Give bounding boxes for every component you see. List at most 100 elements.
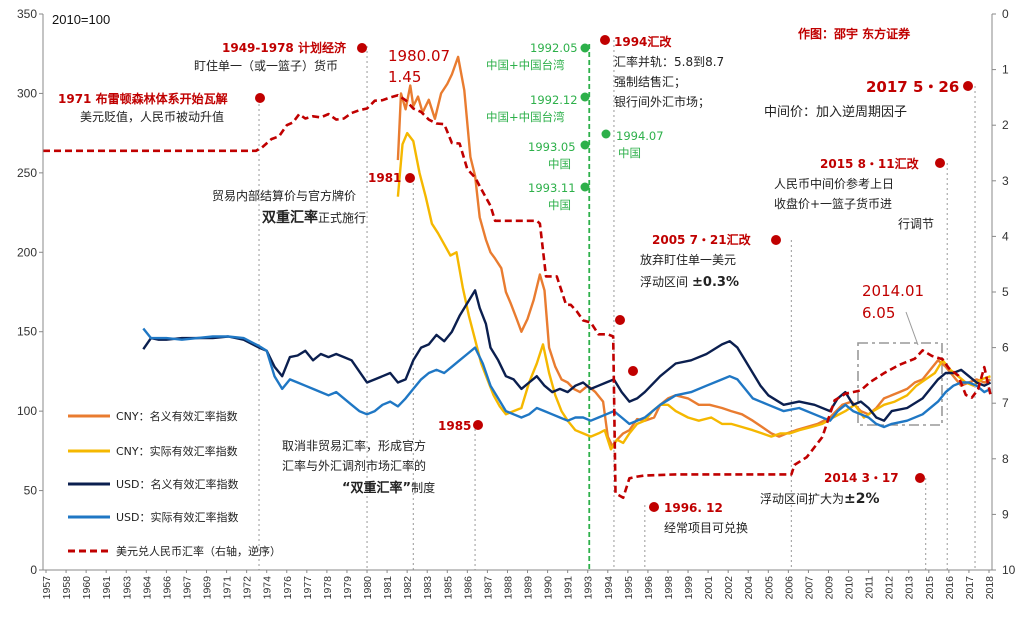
x-tick-label: 1978 (322, 576, 334, 600)
event-1971-marker (255, 93, 265, 103)
y-left-tick-label: 200 (17, 245, 37, 259)
y-left-tick-label: 50 (24, 484, 38, 498)
y-left-tick-label: 300 (17, 86, 37, 100)
ann-1971-desc: 美元贬值，人民币被动升值 (80, 109, 224, 124)
event-2017-marker (963, 81, 973, 91)
x-tick-label: 2010 (844, 576, 856, 600)
ann-2014-desc-text: 浮动区间扩大为 (760, 492, 844, 506)
x-tick-label: 2007 (803, 576, 815, 600)
series-line-0 (396, 55, 992, 448)
x-tick-label: 1969 (202, 576, 214, 600)
event-green-marker (601, 129, 611, 139)
y-right-tick-label: 8 (1002, 452, 1009, 466)
ann-2005-desc2: 浮动区间 ±0.3% (640, 275, 739, 290)
unit-label: 2010=100 (52, 12, 110, 27)
y-left-tick-label: 0 (30, 563, 37, 577)
ann-2005-desc1: 放弃盯住单一美元 (640, 252, 736, 267)
event-2005-marker (771, 235, 781, 245)
ann-1992-05-desc: 中国+中国台湾 (486, 58, 565, 72)
event-green-marker (580, 43, 590, 53)
x-tick-label: 1960 (81, 576, 93, 600)
ann-1996-title: 1996. 12 (664, 501, 723, 515)
legend-label-cny-nominal: CNY：名义有效汇率指数 (116, 409, 238, 423)
ann-1981-title: 1981 (368, 171, 401, 185)
event-2015-marker (935, 158, 945, 168)
event-green-marker (580, 182, 590, 192)
ann-1994-07-date: 1994.07 (616, 129, 664, 143)
x-tick-label: 1976 (282, 576, 294, 600)
x-tick-label: 2005 (763, 576, 775, 600)
ann-1985-title: 1985 (438, 419, 471, 433)
x-tick-label: 1972 (242, 576, 254, 600)
x-tick-label: 2006 (783, 576, 795, 600)
event-extra-marker (628, 366, 638, 376)
x-tick-label: 1989 (523, 576, 535, 600)
legend: CNY：名义有效汇率指数 CNY：实际有效汇率指数 USD：名义有效汇率指数 U… (68, 409, 281, 558)
legend-label-usdcny: 美元兑人民币汇率（右轴，逆序） (116, 544, 281, 558)
x-tick-label: 1986 (462, 576, 474, 600)
ann-2015-desc3: 行调节 (898, 217, 934, 231)
event-1978-marker (357, 43, 367, 53)
x-tick-label: 1974 (262, 576, 274, 600)
ann-2015-desc1: 人民币中间价参考上日 (774, 176, 894, 191)
x-tick-label: 1958 (61, 576, 73, 600)
event-1996-marker (649, 502, 659, 512)
ann-1993-11-date: 1993.11 (528, 181, 576, 195)
ann-1981-tail: 正式施行 (318, 211, 366, 225)
ann-2017-desc: 中间价：加入逆周期因子 (764, 104, 907, 120)
ann-2014-title: 2014 3・17 (824, 471, 899, 485)
x-tick-label: 2011 (864, 576, 876, 599)
ann-1993-11-desc: 中国 (548, 198, 571, 212)
ann-1985-desc1: 取消非贸易汇率，形成官方 (282, 438, 426, 453)
y-right-tick-label: 7 (1002, 396, 1009, 410)
x-tick-label: 1983 (422, 576, 434, 600)
series-line-4 (43, 93, 992, 499)
x-tick-label: 1963 (121, 576, 133, 600)
event-1985-marker (473, 420, 483, 430)
x-tick-label: 1961 (101, 576, 113, 600)
event-2014-marker (915, 473, 925, 483)
y-right-tick-label: 1 (1002, 63, 1009, 77)
x-tick-label: 1990 (543, 576, 555, 600)
x-tick-label: 2013 (904, 576, 916, 600)
annotations: 1949-1978 计划经济 盯住单一（或一篮子）货币 1971 布雷顿森林体系… (58, 34, 959, 535)
ann-2015-desc2: 收盘价+一篮子货币进 (774, 196, 892, 211)
ann-1993-05-date: 1993.05 (528, 140, 576, 154)
series-line-2 (142, 289, 992, 422)
x-tick-label: 1966 (161, 576, 173, 600)
ann-1981-desc: 贸易内部结算价与官方牌价 (212, 188, 356, 203)
ann-1981-bold: 双重汇率 (262, 209, 318, 226)
ann-2014-bold: ±2% (844, 491, 880, 507)
ann-2005-desc2-text: 浮动区间 (640, 275, 688, 289)
legend-label-usd-real: USD：实际有效汇率指数 (116, 510, 239, 524)
y-right-tick-label: 6 (1002, 341, 1009, 355)
x-tick-label: 1995 (623, 576, 635, 600)
chart-credit: 作图：邵宇 东方证券 (798, 26, 911, 41)
x-tick-label: 1993 (583, 576, 595, 600)
x-tick-label: 2009 (823, 576, 835, 600)
ann-2014-point-date: 2014.01 (862, 282, 924, 300)
event-extra-marker (615, 315, 625, 325)
x-tick-label: 2002 (723, 576, 735, 600)
y-right-tick-label: 0 (1002, 7, 1009, 21)
y-left-tick-label: 150 (17, 325, 37, 339)
x-tick-label: 2017 (964, 576, 976, 600)
event-green-marker (580, 140, 590, 150)
y-left-tick-label: 350 (17, 7, 37, 21)
legend-label-usd-nominal: USD：名义有效汇率指数 (116, 477, 239, 491)
y-right-tick-label: 5 (1002, 285, 1009, 299)
x-tick-label: 2015 (924, 576, 936, 600)
event-1994-marker (600, 35, 610, 45)
x-tick-label: 1999 (683, 576, 695, 600)
y-right-tick-label: 4 (1002, 229, 1009, 243)
ann-1985-desc2: 汇率与外汇调剂市场汇率的 (282, 458, 426, 473)
x-tick-label: 1998 (663, 576, 675, 600)
event-1981-marker (405, 173, 415, 183)
x-tick-label: 1971 (222, 576, 234, 600)
ann-1994-07-desc: 中国 (618, 146, 641, 160)
ann-1985-tail: 制度 (411, 480, 435, 495)
x-tick-label: 1987 (482, 576, 494, 600)
ann-1971-title: 1971 布雷顿森林体系开始瓦解 (58, 91, 228, 106)
ann-1980-peak-value: 1.45 (388, 68, 421, 86)
ann-2014-point-value: 6.05 (862, 304, 895, 322)
